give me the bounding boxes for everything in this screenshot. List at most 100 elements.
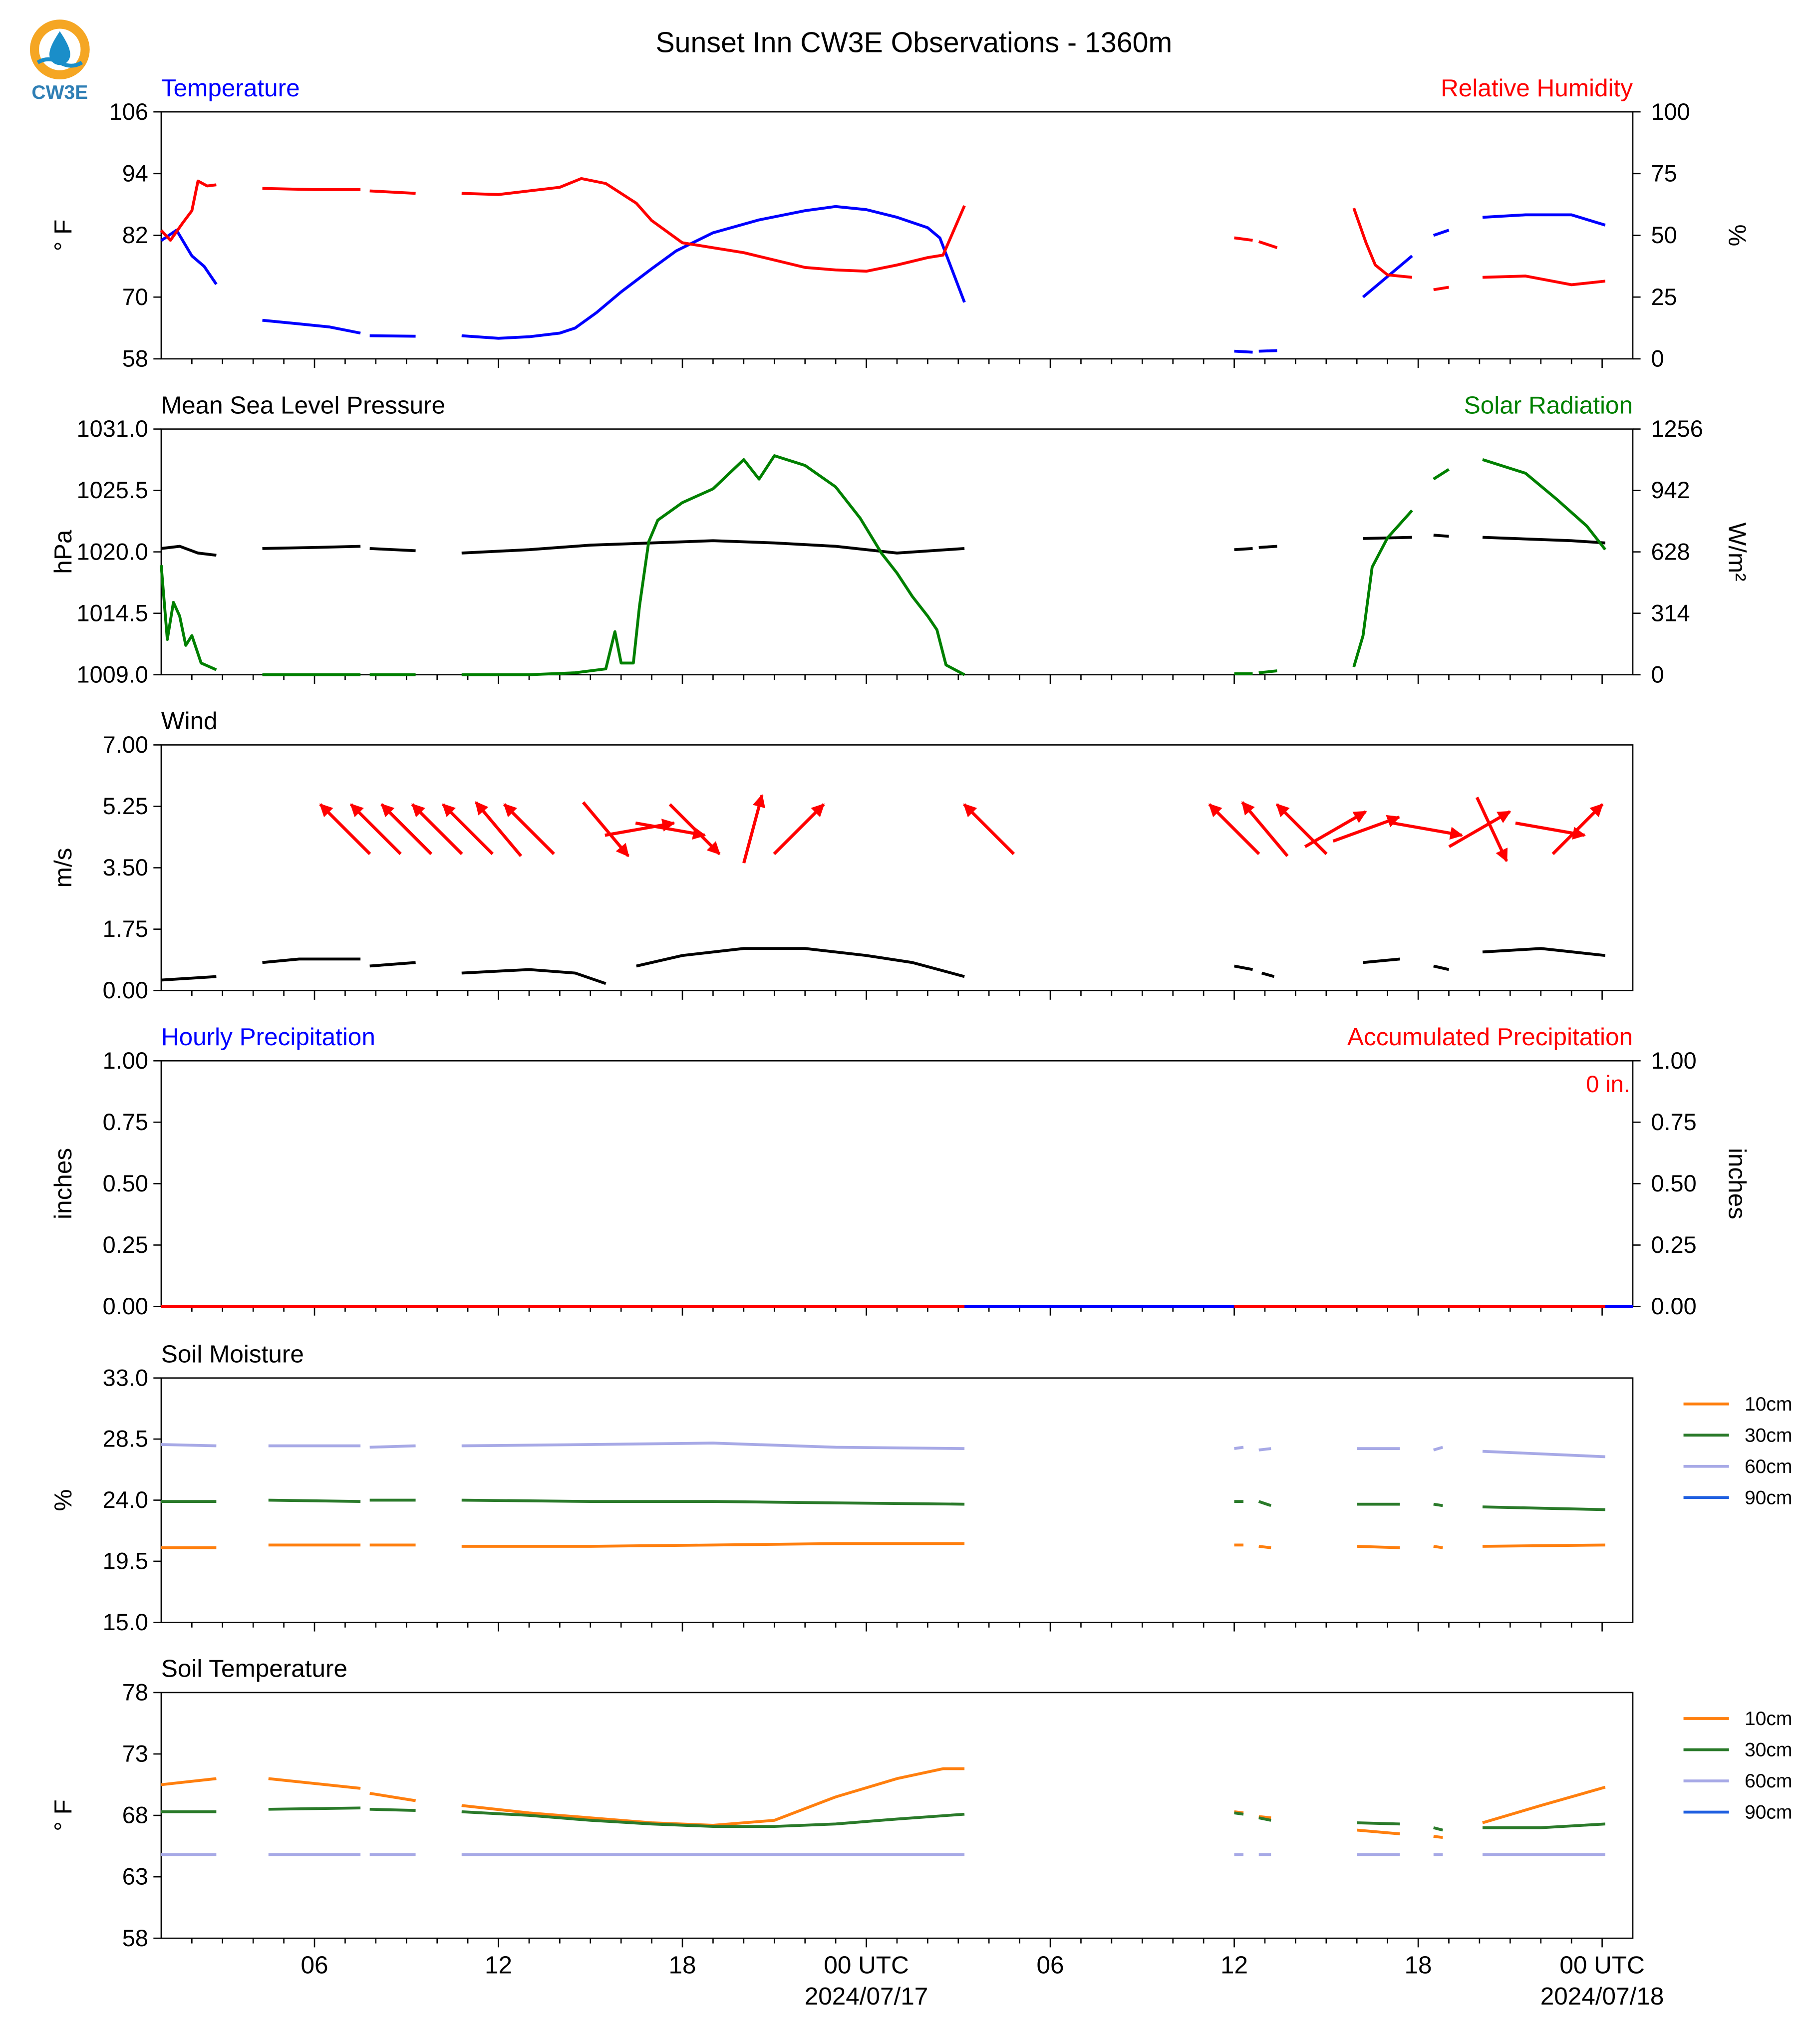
wind-arrow <box>319 803 371 856</box>
panel-title-left: Hourly Precipitation <box>161 1023 375 1051</box>
series-10cm-segment <box>1357 1545 1400 1549</box>
y-tick-label: 70 <box>122 284 148 310</box>
series-wind-segment <box>461 968 607 985</box>
x-tick-label: 18 <box>1405 1951 1432 1979</box>
series-temperature-segment <box>1482 213 1606 227</box>
y-tick-label: 78 <box>122 1680 148 1706</box>
series-30cm-segment <box>461 1498 965 1506</box>
y-tick-label-right: 100 <box>1651 99 1690 125</box>
y-tick-label-right: 0.75 <box>1651 1109 1696 1135</box>
wind-arrow <box>411 803 463 856</box>
plot-frame <box>160 1060 1634 1307</box>
legend-label: 30cm <box>1745 1425 1792 1446</box>
series-mean-sea-level-pressure-segment <box>1258 545 1277 549</box>
y-tick-label-right: 0 <box>1651 661 1664 687</box>
panel-title-right: Accumulated Precipitation <box>1347 1023 1633 1051</box>
panel-wind: Wind 0.00 1.75 3.50 5.25 7.00 m/s <box>49 707 1634 1003</box>
legend-label: 30cm <box>1745 1739 1792 1761</box>
y-tick-label: 19.5 <box>103 1548 148 1574</box>
y-tick-label: 1031.0 <box>77 416 148 442</box>
wind-arrow <box>1208 803 1260 856</box>
series-10cm-segment <box>461 1542 965 1548</box>
series-temperature-segment <box>1433 229 1450 237</box>
y-tick-label-right: 314 <box>1651 600 1690 626</box>
y-tick-label: 73 <box>122 1741 148 1767</box>
series-relative-humidity-segment <box>369 189 416 195</box>
series-60cm-segment <box>1433 1446 1444 1451</box>
y-tick-label: 15.0 <box>103 1609 148 1635</box>
panels: Temperature Relative Humidity 58 70 82 94 106 °… <box>49 74 1792 1951</box>
series-temperature-segment <box>262 318 361 335</box>
series-wind-segment <box>1233 964 1253 971</box>
y-tick-label-right: 0 <box>1651 346 1664 372</box>
series-relative-humidity-segment <box>262 187 361 191</box>
wind-arrow <box>963 803 1015 856</box>
soil-legend: 10cm 30cm 60cm 90cm <box>1683 1394 1792 1508</box>
y-axis-label: % <box>49 1489 77 1511</box>
series-10cm-segment <box>1433 1545 1443 1549</box>
wind-arrow <box>1448 810 1512 849</box>
y-tick-label-right: 50 <box>1651 222 1677 248</box>
y-tick-label: 5.25 <box>103 793 148 819</box>
series-10cm-segment <box>161 1777 217 1786</box>
y-axis-label-right: inches <box>1724 1148 1751 1219</box>
y-axis-label-right: % <box>1724 225 1751 247</box>
y-tick-label: 82 <box>122 222 148 248</box>
series-relative-humidity-segment <box>1352 208 1413 279</box>
plot-frame <box>160 111 1634 360</box>
series-30cm-segment <box>1258 1500 1272 1507</box>
y-axis-label: ° F <box>49 1799 77 1831</box>
y-tick-label: 58 <box>122 1925 148 1951</box>
series-mean-sea-level-pressure-segment <box>369 547 416 553</box>
series-temperature-segment <box>160 229 218 286</box>
series-wind-segment <box>1482 947 1606 957</box>
plot-frame <box>160 1692 1634 1939</box>
series-60cm-segment <box>1482 1449 1605 1458</box>
wind-arrow <box>1392 821 1464 840</box>
wind-arrow <box>349 803 402 856</box>
series-30cm-segment <box>1433 1826 1443 1832</box>
soil-legend: 10cm 30cm 60cm 90cm <box>1683 1708 1792 1823</box>
wind-arrow <box>503 803 555 856</box>
logo-text: CW3E <box>31 82 88 103</box>
series-solar-radiation-segment <box>1433 468 1450 481</box>
wind-arrow <box>1241 801 1289 858</box>
y-axis-label: hPa <box>49 530 77 574</box>
series-wind-segment <box>1363 957 1400 964</box>
series-relative-humidity-segment <box>1433 286 1449 291</box>
series-solar-radiation-segment <box>461 454 965 676</box>
y-tick-label: 33.0 <box>103 1365 148 1391</box>
x-date-label: 2024/07/18 <box>1540 1983 1664 2010</box>
wind-arrow <box>474 801 523 858</box>
series-relative-humidity-segment <box>1234 236 1253 242</box>
panel-temperature_humidity: Temperature Relative Humidity 58 70 82 94 106 °… <box>49 74 1751 372</box>
legend-label: 60cm <box>1745 1770 1792 1792</box>
chart-title: Sunset Inn CW3E Observations - 1360m <box>655 26 1172 58</box>
series-solar-radiation-segment <box>1352 509 1413 667</box>
x-date-label: 2024/07/17 <box>805 1983 928 2010</box>
wind-arrow <box>1332 815 1401 843</box>
series-60cm-segment <box>161 1443 217 1448</box>
y-tick-label: 94 <box>122 160 148 186</box>
plot-frame <box>160 744 1634 991</box>
y-tick-label-right: 0.00 <box>1651 1293 1696 1319</box>
series-30cm-segment <box>268 1498 361 1503</box>
series-10cm-segment <box>1258 1815 1271 1819</box>
series-relative-humidity-segment <box>1258 240 1278 249</box>
panel-title-left: Soil Moisture <box>161 1340 304 1368</box>
wind-arrow <box>668 803 721 856</box>
series-wind-segment <box>1433 964 1450 971</box>
y-axis-label: m/s <box>49 848 77 888</box>
y-tick-label-right: 942 <box>1651 477 1690 503</box>
series-60cm-segment <box>1234 1446 1244 1450</box>
panel-soil_temperature: Soil Temperature 58 63 68 73 78 ° F 10cm 30cm 60c… <box>49 1655 1792 1951</box>
series-30cm-segment <box>461 1810 965 1828</box>
y-tick-label: 58 <box>122 346 148 372</box>
wind-arrow <box>442 803 494 856</box>
logo-wave-icon <box>36 57 83 68</box>
y-tick-label: 68 <box>122 1802 148 1828</box>
y-tick-label: 0.00 <box>103 1293 148 1319</box>
series-wind-segment <box>1261 971 1275 978</box>
x-tick-label: 06 <box>1037 1951 1064 1979</box>
